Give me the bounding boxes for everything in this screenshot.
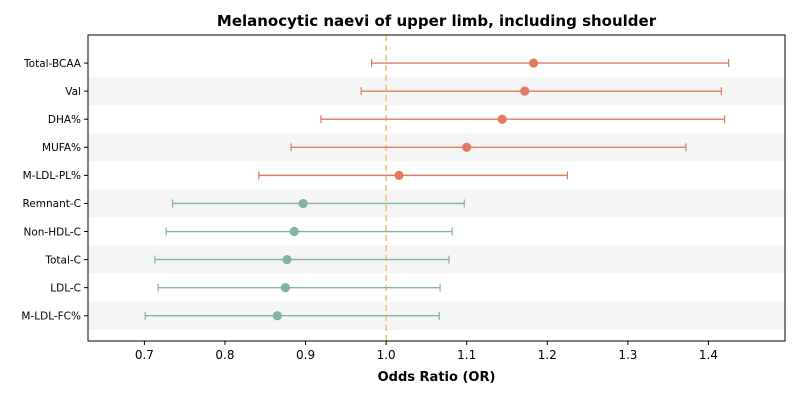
y-tick-label: DHA% [48, 114, 81, 126]
point-estimate [280, 283, 291, 293]
point-estimate [520, 86, 530, 96]
x-axis-ticks: 0.7 0.8 0.9 1.0 1.1 1.2 1.3 1.4 [135, 341, 718, 362]
point-estimate [282, 254, 292, 265]
y-tick-label: LDL-C [50, 282, 81, 294]
x-tick-label: 1.0 [377, 348, 396, 362]
x-tick-label: 0.7 [135, 348, 154, 362]
y-tick-label: Remnant-C [23, 198, 82, 210]
x-tick-label: 1.3 [618, 348, 637, 362]
y-tick-label: Total-BCAA [23, 58, 82, 70]
forest-row [320, 114, 726, 124]
x-tick-label: 0.8 [215, 348, 234, 362]
forest-row [360, 86, 722, 96]
y-tick-label: MUFA% [42, 142, 81, 154]
forest-marks [144, 58, 730, 321]
point-estimate [272, 311, 282, 321]
forest-row [258, 170, 569, 180]
y-tick-label: M-LDL-FC% [21, 311, 81, 323]
point-estimate [289, 226, 299, 237]
y-tick-label: M-LDL-PL% [23, 170, 81, 182]
x-axis-label: Odds Ratio (OR) [378, 370, 496, 385]
y-axis-ticks: Total-BCAA Val DHA% MUFA% M-LDL-PL% Remnant-C… [21, 58, 88, 323]
forest-row [172, 198, 465, 209]
point-estimate [497, 114, 507, 124]
forest-row [157, 283, 441, 293]
forest-row [154, 254, 450, 265]
y-tick-label: Val [65, 86, 81, 98]
point-estimate [462, 142, 472, 152]
forest-row [165, 226, 453, 237]
y-tick-label: Non-HDL-C [24, 226, 82, 238]
forest-row [371, 58, 730, 68]
x-tick-label: 1.4 [699, 348, 718, 362]
point-estimate [298, 198, 308, 209]
x-tick-label: 1.2 [538, 348, 557, 362]
x-tick-label: 1.1 [457, 348, 476, 362]
y-tick-label: Total-C [44, 254, 81, 266]
chart-title: Melanocytic naevi of upper limb, includi… [217, 12, 657, 30]
plot-frame [87, 34, 786, 342]
point-estimate [528, 58, 539, 68]
forest-row [290, 142, 687, 152]
point-estimate [394, 170, 404, 180]
x-tick-label: 0.9 [296, 348, 315, 362]
forest-row [144, 311, 440, 321]
